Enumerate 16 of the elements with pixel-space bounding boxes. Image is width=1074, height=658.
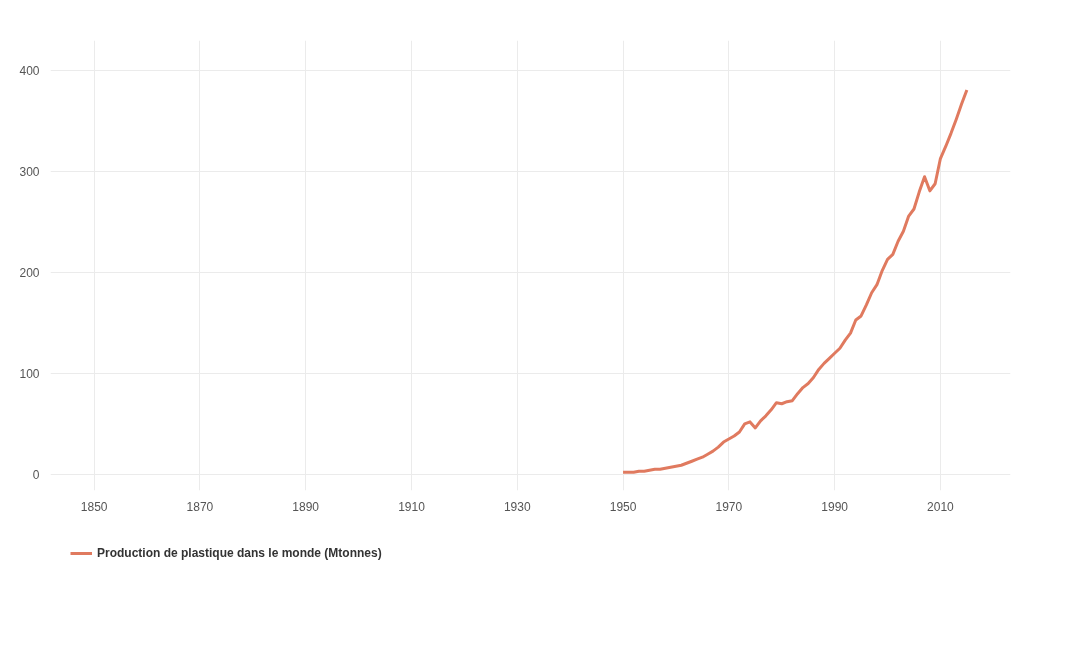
x-tick-label: 1910	[398, 499, 426, 514]
y-tick-label: 200	[19, 266, 40, 281]
x-tick-label: 1950	[609, 499, 637, 514]
x-tick-label: 1930	[503, 499, 531, 514]
y-tick-label: 0	[32, 467, 40, 482]
legend-label: Production de plastique dans le monde (Mtonnes)	[97, 546, 382, 560]
x-tick-label: 2010	[927, 499, 955, 514]
y-tick-label: 100	[19, 366, 40, 381]
x-tick-label: 1850	[80, 499, 108, 514]
y-tick-label: 400	[19, 64, 40, 79]
line-series	[621, 88, 969, 474]
x-tick-label: 1870	[186, 499, 214, 514]
x-tick-label: 1990	[821, 499, 849, 514]
x-tick-label: 1890	[292, 499, 320, 514]
y-tick-label: 300	[19, 165, 40, 180]
x-tick-label: 1970	[715, 499, 743, 514]
